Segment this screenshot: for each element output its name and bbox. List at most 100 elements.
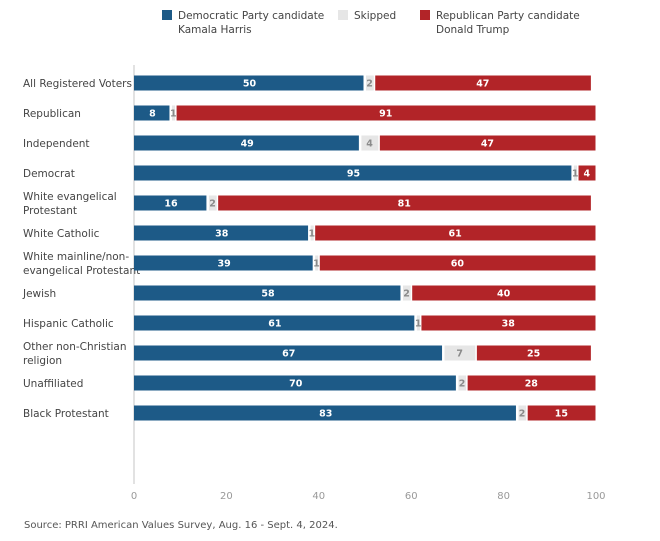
data-label: 50: [243, 79, 257, 90]
bar-row-jewish: 58 2 40: [134, 285, 596, 301]
data-label: 1: [170, 109, 177, 120]
data-label: 2: [519, 409, 526, 420]
bar-segment-skipped: [458, 375, 467, 391]
legend-swatch-republican-party-candidate-donald-trump: [420, 10, 430, 20]
bar-segment-skipped: [310, 225, 314, 241]
data-label: 28: [525, 379, 539, 390]
bar-segment-skipped: [416, 315, 420, 331]
category-label-unaffiliated: Unaffiliated: [23, 378, 83, 390]
x-tick-label: 80: [497, 491, 510, 502]
bar-segment-republican: [319, 255, 596, 271]
bar-segment-republican: [476, 345, 591, 361]
bar-segment-democratic: [134, 345, 443, 361]
data-label: 39: [217, 259, 230, 270]
bar-segment-republican: [375, 75, 591, 91]
category-labels: All Registered Voters Republican Independe…: [22, 78, 140, 420]
data-label: 4: [583, 169, 590, 180]
bar-segment-democratic: [134, 225, 309, 241]
data-label: 61: [268, 319, 281, 330]
data-label: 16: [164, 199, 178, 210]
source-note: Source: PRRI American Values Survey, Aug…: [24, 520, 338, 531]
bar-segment-skipped: [171, 105, 176, 121]
data-label: 25: [527, 349, 540, 360]
bar-segment-skipped: [444, 345, 476, 361]
category-label-independent: Independent: [23, 138, 90, 150]
data-label: 15: [555, 409, 568, 420]
bar-segment-republican: [578, 165, 596, 181]
bar-row-republican: 8 1 91: [134, 105, 596, 121]
data-label: 83: [319, 409, 332, 420]
bar-segment-republican: [527, 405, 596, 421]
legend-label: Republican Party candidate: [436, 10, 580, 22]
bar-row-all-registered-voters: 50 2 47: [134, 75, 591, 91]
x-tick-label: 40: [312, 491, 325, 502]
data-label: 2: [366, 79, 373, 90]
data-label: 47: [481, 139, 494, 150]
legend-swatch-skipped: [338, 10, 348, 20]
x-tick-label: 60: [405, 491, 418, 502]
category-label-jewish: Jewish: [22, 288, 56, 300]
data-label: 2: [209, 199, 216, 210]
legend-swatch-democratic-party-candidate-kamala-harris: [162, 10, 172, 20]
x-tick-label: 0: [131, 491, 137, 502]
data-label: 49: [241, 139, 254, 150]
bar-segment-skipped: [208, 195, 217, 211]
category-label-black-protestant: Black Protestant: [23, 408, 109, 420]
category-label-hispanic-catholic: Hispanic Catholic: [23, 318, 114, 330]
data-label: 1: [415, 319, 422, 330]
data-label: 70: [289, 379, 303, 390]
bar-segment-democratic: [134, 315, 415, 331]
bar-segment-republican: [379, 135, 596, 151]
data-label: 58: [261, 289, 275, 300]
data-label: 2: [459, 379, 466, 390]
category-label-republican: Republican: [23, 108, 81, 120]
bar-segment-skipped: [361, 135, 379, 151]
bar-segment-democratic: [134, 195, 207, 211]
bar-segment-democratic: [134, 75, 364, 91]
bar-row-other-non-christian-religion: 67 7 25: [134, 345, 591, 361]
bar-segment-skipped: [402, 285, 411, 301]
bar-segment-republican: [176, 105, 596, 121]
bar-row-democrat: 95 1 4: [134, 165, 596, 181]
data-label: 2: [403, 289, 410, 300]
bar-segment-democratic: [134, 285, 401, 301]
bar-segment-republican: [412, 285, 596, 301]
data-label: 61: [448, 229, 461, 240]
data-label: 1: [572, 169, 579, 180]
data-label: 8: [149, 109, 156, 120]
data-label: 38: [215, 229, 229, 240]
category-label-white-catholic: White Catholic: [23, 228, 100, 240]
bar-segment-democratic: [134, 105, 170, 121]
bar-segment-skipped: [573, 165, 578, 181]
bar-segment-skipped: [366, 75, 374, 91]
data-label: 60: [451, 259, 465, 270]
bar-row-white-mainline-non-evangelical-protestant: 39 1 60: [134, 255, 596, 271]
bar-segment-democratic: [134, 165, 572, 181]
data-label: 91: [379, 109, 392, 120]
bar-row-white-evangelical-protestant: 16 2 81: [134, 195, 591, 211]
bar-segment-democratic: [134, 135, 359, 151]
bar-segment-skipped: [518, 405, 527, 421]
legend-label: Democratic Party candidate: [178, 10, 324, 22]
data-label: 7: [456, 349, 463, 360]
data-label: 81: [398, 199, 411, 210]
bar-segment-democratic: [134, 405, 516, 421]
bar-segment-skipped: [315, 255, 319, 271]
x-tick-label: 100: [586, 491, 605, 502]
data-label: 1: [313, 259, 320, 270]
x-axis-ticks: 0 20 40 60 80 100: [131, 491, 606, 502]
bar-segment-republican: [218, 195, 591, 211]
bar-segment-republican: [421, 315, 596, 331]
data-label: 1: [309, 229, 316, 240]
category-label-other-non-christian-religion: Other non-Christian religion: [23, 341, 127, 367]
data-label: 67: [282, 349, 295, 360]
category-label-white-mainline-non-evangelical-protestant: White mainline/non-evangelical Protestan…: [23, 251, 140, 277]
legend: Democratic Party candidate Kamala Harris S…: [162, 10, 580, 36]
bar-row-unaffiliated: 70 2 28: [134, 375, 596, 391]
legend-label: Donald Trump: [436, 24, 510, 36]
category-label-all-registered-voters: All Registered Voters: [23, 78, 132, 90]
legend-label: Skipped: [354, 10, 396, 22]
bar-row-white-catholic: 38 1 61: [134, 225, 596, 241]
bar-row-black-protestant: 83 2 15: [134, 405, 596, 421]
